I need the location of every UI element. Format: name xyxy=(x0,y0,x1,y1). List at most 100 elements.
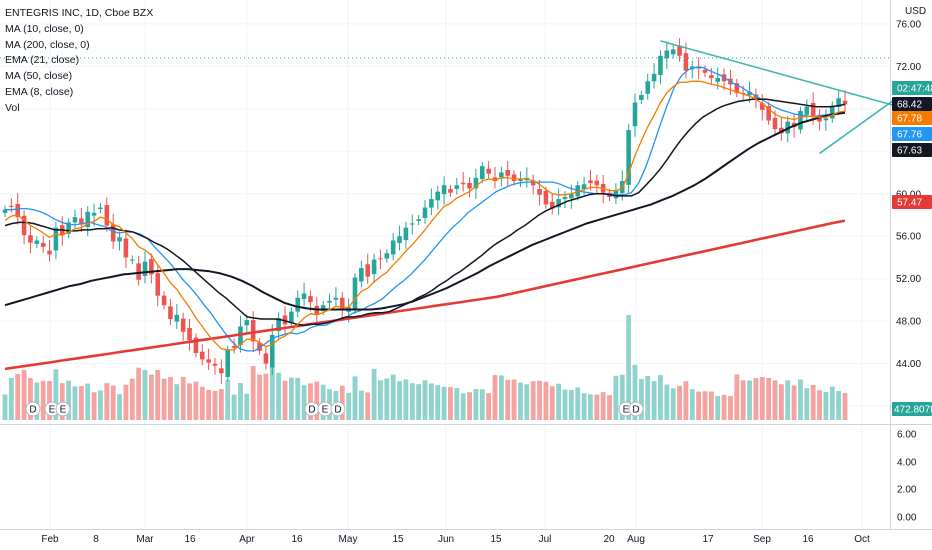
candle-body xyxy=(588,180,593,184)
candle-body xyxy=(709,75,714,79)
candle-body xyxy=(15,203,21,218)
candle-body xyxy=(766,106,771,121)
volume-bar xyxy=(740,380,746,420)
time-axis-label: 15 xyxy=(490,534,502,545)
candle-body xyxy=(282,315,288,325)
price-tag xyxy=(892,195,932,209)
price-tag-label: 57.47 xyxy=(897,198,922,209)
candle-body xyxy=(409,223,415,225)
price-axis-label: 44.00 xyxy=(896,359,921,370)
volume-bar xyxy=(276,372,282,420)
candle-body xyxy=(66,222,71,234)
candle-body xyxy=(664,50,670,59)
legend-ema8[interactable]: EMA (8, close) xyxy=(5,85,74,98)
volume-bar xyxy=(98,390,103,420)
candle-body xyxy=(530,180,536,186)
candle-body xyxy=(810,102,816,118)
candle-body xyxy=(269,334,275,368)
volume-bar xyxy=(212,390,218,420)
volume-bar xyxy=(708,391,714,420)
candle-body xyxy=(295,297,301,312)
legend-ema21[interactable]: EMA (21, close) xyxy=(5,54,80,67)
candle-body xyxy=(250,320,256,342)
legend-ma50[interactable]: MA (50, close) xyxy=(5,70,73,83)
candle-body xyxy=(212,363,218,366)
candle-body xyxy=(244,320,250,326)
legend-volume[interactable]: Vol xyxy=(5,101,20,114)
dividend-marker[interactable] xyxy=(628,401,644,417)
candle-body xyxy=(486,168,491,174)
candle-body xyxy=(129,259,135,261)
volume-bar xyxy=(282,380,288,420)
time-axis-label: Jul xyxy=(539,534,552,545)
price-axis-label: 52.00 xyxy=(896,274,921,285)
volume-bar xyxy=(562,389,568,420)
candle-body xyxy=(779,127,784,134)
price-tag-label: 67.76 xyxy=(897,130,922,141)
candle-body xyxy=(702,69,708,73)
time-axis-label: Aug xyxy=(627,534,645,545)
legend-ma200[interactable]: MA (200, close, 0) xyxy=(5,38,90,51)
volume-bar xyxy=(295,377,301,420)
volume-bar xyxy=(753,378,759,420)
volume-bar xyxy=(238,383,243,420)
candle-body xyxy=(836,98,841,107)
time-axis-label: Feb xyxy=(41,534,59,545)
candle-body xyxy=(72,217,78,223)
volume-bar xyxy=(530,381,536,420)
volume-bar xyxy=(632,364,638,420)
candle-body xyxy=(257,342,262,351)
volume-bar xyxy=(161,378,167,420)
time-axis-label: 15 xyxy=(392,534,404,545)
candle-body xyxy=(333,297,339,300)
chart-title[interactable]: ENTEGRIS INC, 1D, Cboe BZX xyxy=(5,7,154,19)
candle-body xyxy=(397,236,402,244)
earnings-marker[interactable] xyxy=(55,401,71,417)
candle-body xyxy=(34,240,40,244)
volume-bar xyxy=(645,375,651,420)
triangle-trendline[interactable] xyxy=(819,98,896,155)
legend-ma10[interactable]: MA (10, close, 0) xyxy=(5,22,84,35)
triangle-trendline[interactable] xyxy=(660,40,896,107)
volume-bar xyxy=(696,391,702,420)
candle-body xyxy=(161,295,167,306)
volume-bar xyxy=(416,384,422,420)
price-tag-label: 67.78 xyxy=(897,114,922,125)
dividend-marker[interactable] xyxy=(330,401,346,417)
volume-bar xyxy=(129,378,135,420)
time-axis-label: Sep xyxy=(753,534,771,545)
dividend-marker[interactable] xyxy=(25,401,41,417)
volume-bar xyxy=(829,386,835,420)
volume-bar xyxy=(759,377,765,420)
volume-bar xyxy=(117,394,122,420)
candle-body xyxy=(460,182,466,185)
volume-bar xyxy=(473,389,479,420)
event-marker-label: E xyxy=(322,405,329,416)
price-axis-label: 56.00 xyxy=(896,232,921,243)
volume-bar xyxy=(346,392,352,420)
volume-bar xyxy=(537,380,542,420)
price-tag xyxy=(892,81,932,95)
candle-body xyxy=(149,259,154,275)
candle-body xyxy=(225,349,231,377)
candle-body xyxy=(416,219,421,221)
candle-body xyxy=(352,277,358,310)
volume-bar xyxy=(683,381,689,420)
candle-body xyxy=(390,240,396,255)
candle-body xyxy=(569,193,574,199)
volume-bar xyxy=(715,396,721,420)
candle-body xyxy=(651,73,657,82)
volume-bar xyxy=(371,368,377,420)
volume-bar xyxy=(441,386,447,420)
event-marker-label: D xyxy=(334,405,341,416)
candle-body xyxy=(2,209,8,213)
volume-bar xyxy=(206,389,212,420)
volume-bar xyxy=(728,395,733,420)
volume-bar xyxy=(155,370,161,420)
candle-body xyxy=(142,261,148,276)
candle-body xyxy=(9,205,14,207)
oscillator-axis-label: 0.00 xyxy=(897,513,917,524)
candle-body xyxy=(104,205,110,226)
candle-body xyxy=(219,368,224,374)
